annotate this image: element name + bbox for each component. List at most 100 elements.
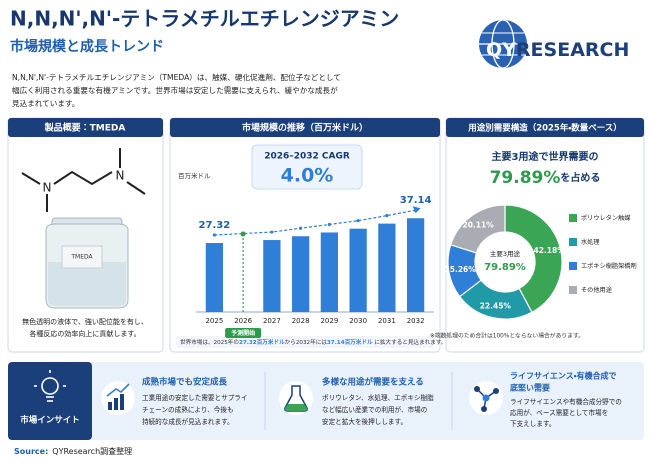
center-label: 主要3用途 bbox=[490, 249, 521, 258]
atom: N bbox=[116, 169, 125, 183]
insight-text: チェーンの成熟により、今後も bbox=[142, 405, 234, 414]
forecast-badge bbox=[225, 328, 262, 338]
bond bbox=[126, 181, 146, 195]
legend-label: その他用途 bbox=[581, 286, 612, 294]
trend-dot bbox=[356, 219, 360, 223]
bulb-icon bbox=[34, 370, 66, 402]
bar bbox=[407, 218, 425, 312]
bond bbox=[21, 172, 41, 185]
bottle-tag bbox=[61, 245, 103, 269]
panel-header bbox=[446, 118, 644, 137]
cagr-label: 2026–2032 CAGR bbox=[264, 152, 350, 162]
bottle: TMEDA bbox=[45, 217, 129, 309]
note-highlight: 37.14百万米ドル bbox=[327, 338, 373, 346]
insight-text: など幅広い産業での利用が、市場の bbox=[322, 405, 427, 414]
value-label: 37.14 bbox=[400, 195, 432, 206]
bottle-liquid bbox=[48, 262, 126, 306]
bar bbox=[205, 243, 223, 312]
slice-label: 42.18% bbox=[534, 246, 566, 255]
x-tick-label: 2026 bbox=[234, 317, 252, 325]
icon-bar bbox=[120, 394, 124, 410]
icon-flask bbox=[279, 381, 313, 415]
subtitle: 市場規模と成長トレンド bbox=[10, 38, 164, 55]
trend-dot bbox=[299, 226, 303, 230]
trend-dot bbox=[270, 230, 274, 234]
legend-swatch bbox=[569, 238, 577, 246]
slice-label: 15.26% bbox=[445, 265, 477, 274]
insight-text: 下支えします。 bbox=[510, 419, 556, 428]
icon-flask-liquid bbox=[284, 404, 308, 411]
value-label: 27.32 bbox=[199, 220, 231, 231]
note-box bbox=[176, 336, 434, 348]
icon-chart bbox=[101, 381, 135, 415]
x-tick-label: 2029 bbox=[320, 317, 338, 325]
headline-value: 79.89% bbox=[490, 168, 561, 188]
panel-heading: 用途別需要構造（2025年・数量ベース） bbox=[467, 123, 622, 134]
insight-text: ライフサイエンスや有機合成分野での bbox=[510, 397, 622, 406]
insight-text: 安定と拡大を後押しします。 bbox=[322, 417, 407, 426]
x-tick-label: 2032 bbox=[407, 317, 425, 325]
logo: QYRESEARCH bbox=[479, 19, 629, 69]
bar bbox=[320, 232, 338, 312]
logo-text: QYRESEARCH bbox=[486, 39, 629, 61]
insight-text: 応用が、ベース需要として市場を bbox=[510, 408, 608, 417]
panel-header bbox=[8, 118, 163, 137]
panel-heading: 製品概要：TMEDA bbox=[44, 122, 126, 134]
cagr-box bbox=[251, 144, 363, 190]
description-line: 見込まれています。 bbox=[12, 99, 79, 108]
caption: 各種反応の効率向上に貢献します。 bbox=[29, 329, 140, 338]
caption: 無色透明の液体で、強い配位能を有し、 bbox=[22, 317, 148, 326]
icon-arrow bbox=[106, 383, 130, 397]
bond bbox=[53, 170, 113, 186]
legend-label: 水処理 bbox=[581, 238, 600, 246]
insight-title: 多様な用途が需要を支える bbox=[322, 377, 424, 388]
demand-note: ※端数処理のため合計は100%とならない場合があります。 bbox=[430, 332, 584, 340]
panel-heading: 市場規模の推移（百万米ドル） bbox=[242, 122, 368, 134]
donut-slice bbox=[504, 204, 563, 314]
center-value: 79.89% bbox=[484, 262, 526, 273]
legend-swatch bbox=[569, 214, 577, 222]
icon-molecule bbox=[469, 381, 503, 415]
legend-label: エポキシ樹脂架橋剤 bbox=[581, 262, 637, 270]
trend-dot bbox=[212, 233, 216, 237]
source-label: Source: bbox=[14, 447, 48, 456]
headline-tail: を占める bbox=[560, 171, 600, 184]
icon-atom bbox=[481, 406, 487, 412]
x-tick-label: 2025 bbox=[205, 317, 223, 325]
insight-title: 底堅い需要 bbox=[509, 383, 550, 393]
legend-label: ポリウレタン触媒 bbox=[581, 214, 631, 222]
bulb bbox=[41, 377, 59, 395]
demand-headline-value: 79.89%を占める bbox=[490, 168, 601, 188]
insight-title: 成熟市場でも安定成長 bbox=[142, 377, 228, 388]
molecule bbox=[21, 148, 146, 212]
insight-text: 工業用途の安定した需要とサプライ bbox=[142, 393, 248, 402]
donut-slice bbox=[449, 204, 506, 254]
bottle-label: TMEDA bbox=[70, 254, 93, 261]
logo-qy: QY bbox=[486, 39, 516, 61]
y-axis-label: 百万米ドル bbox=[178, 171, 211, 180]
legend-swatch bbox=[569, 286, 577, 294]
bar bbox=[263, 240, 281, 312]
bar bbox=[378, 223, 396, 312]
description-line: 幅広く利用される重要な有機アミンです。世界市場は安定した需要に支えられ、緩やかな… bbox=[12, 85, 338, 95]
note-highlight: 27.32百万米ドル bbox=[239, 338, 285, 346]
description-line: N,N,N',N'-テトラメチルエチレンジアミン（TMEDA）は、触媒、硬化促進… bbox=[12, 72, 341, 82]
trend-dot bbox=[327, 222, 331, 227]
insight-label: 市場インサイト bbox=[20, 415, 80, 426]
icon-bar bbox=[114, 398, 118, 410]
icon-atom bbox=[482, 394, 490, 402]
slice-label: 22.45% bbox=[480, 301, 512, 310]
note-part: から2032年には bbox=[285, 338, 328, 346]
panel-header bbox=[170, 118, 440, 137]
insight-text: ポリウレタン、水処理、エポキシ樹脂 bbox=[322, 393, 434, 402]
icon-bar bbox=[108, 402, 112, 410]
trend-arrow bbox=[412, 206, 421, 214]
icon-atom bbox=[474, 386, 480, 392]
atom: N bbox=[43, 181, 52, 195]
logo-research: RESEARCH bbox=[516, 39, 629, 61]
forecast-dot bbox=[240, 231, 246, 237]
x-tick-label: 2027 bbox=[263, 317, 281, 325]
cagr-value: 4.0% bbox=[281, 165, 334, 187]
